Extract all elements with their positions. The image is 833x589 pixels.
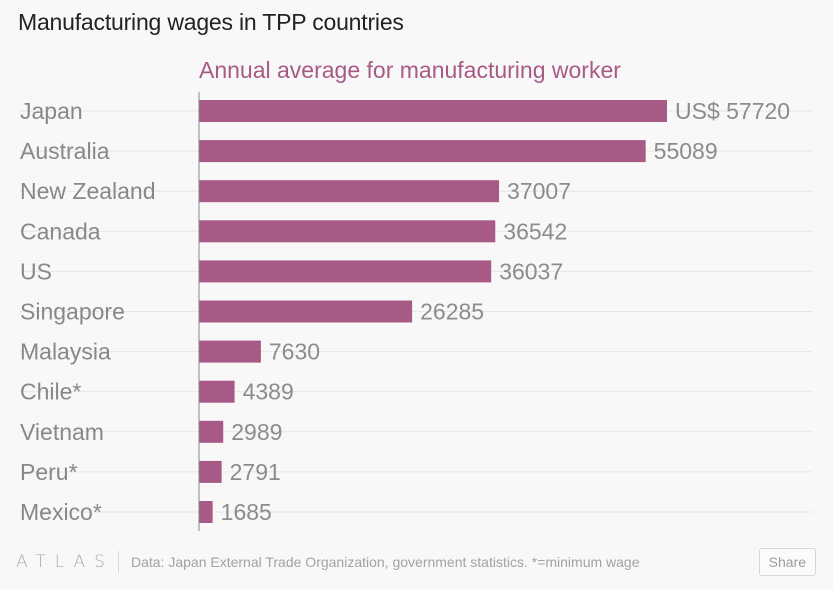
atlas-logo[interactable]: ATLAS	[16, 552, 114, 572]
value-label-japan: US$ 57720	[675, 98, 790, 124]
bar-us[interactable]	[199, 260, 492, 283]
category-label-new-zealand: New Zealand	[20, 178, 156, 204]
source-note: Data: Japan External Trade Organization,…	[130, 554, 640, 570]
bar-australia[interactable]	[199, 140, 646, 163]
value-label-peru: 2791	[230, 459, 281, 485]
category-label-singapore: Singapore	[20, 299, 125, 325]
category-label-chile: Chile*	[20, 379, 81, 405]
value-label-canada: 36542	[503, 218, 567, 244]
category-label-japan: Japan	[20, 98, 83, 124]
value-label-us: 36037	[499, 258, 563, 284]
category-label-australia: Australia	[20, 138, 110, 164]
value-label-vietnam: 2989	[231, 419, 282, 445]
footer-divider	[117, 551, 119, 573]
value-label-malaysia: 7630	[269, 339, 320, 365]
bar-chart: Annual average for manufacturing worker …	[20, 57, 812, 531]
category-label-vietnam: Vietnam	[20, 419, 104, 445]
value-label-mexico: 1685	[221, 499, 272, 525]
category-label-canada: Canada	[20, 218, 101, 244]
bar-new-zealand[interactable]	[199, 180, 500, 203]
category-label-us: US	[20, 258, 52, 284]
category-label-peru: Peru*	[20, 459, 78, 485]
share-button[interactable]: Share	[758, 548, 816, 576]
chart-subtitle: Annual average for manufacturing worker	[199, 57, 621, 83]
value-label-australia: 55089	[654, 138, 718, 164]
bar-singapore[interactable]	[199, 300, 413, 323]
bar-malaysia[interactable]	[199, 340, 261, 363]
category-label-mexico: Mexico*	[20, 499, 102, 525]
bar-japan[interactable]	[199, 100, 667, 122]
value-label-singapore: 26285	[420, 299, 484, 325]
category-label-malaysia: Malaysia	[20, 339, 111, 365]
chart-title: Manufacturing wages in TPP countries	[18, 9, 404, 35]
bar-chile[interactable]	[199, 380, 235, 403]
bar-peru[interactable]	[199, 460, 222, 483]
gridlines	[20, 110, 812, 513]
value-label-chile: 4389	[243, 379, 294, 405]
value-label-new-zealand: 37007	[507, 178, 571, 204]
footer: ATLAS Data: Japan External Trade Organiz…	[16, 550, 640, 574]
bar-mexico[interactable]	[199, 501, 213, 523]
bar-vietnam[interactable]	[199, 420, 224, 443]
bar-canada[interactable]	[199, 220, 496, 243]
